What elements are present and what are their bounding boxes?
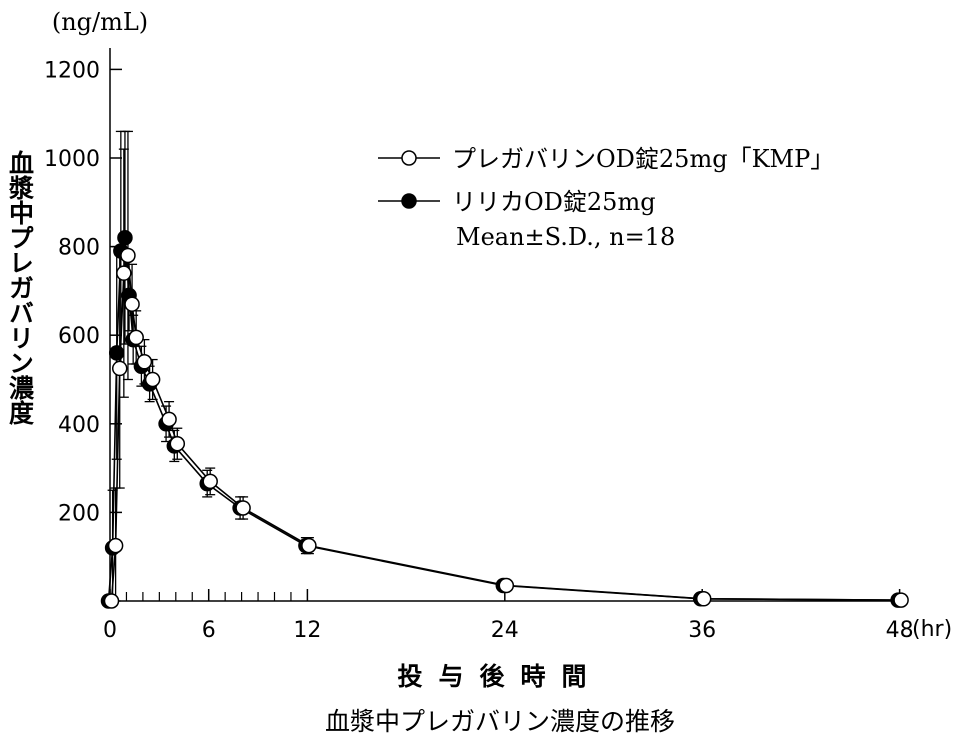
y-unit-label: (ng/mL) (52, 8, 148, 36)
y-tick-label: 400 (58, 413, 100, 438)
legend-label-series-2: リリカOD錠25mg (452, 188, 656, 216)
x-tick-label: 24 (491, 618, 519, 643)
legend-note: Mean±S.D., n=18 (456, 223, 675, 251)
data-point-open (301, 537, 317, 554)
legend-marker-filled-circle (401, 193, 417, 209)
data-point-open (128, 329, 144, 346)
data-point-open (144, 371, 161, 388)
data-points (100, 229, 909, 609)
data-point-filled (108, 345, 125, 361)
x-tick-label: 36 (688, 618, 716, 643)
x-tick-label: 12 (293, 618, 321, 643)
series-line (110, 255, 902, 602)
series-line (107, 237, 899, 602)
y-tick-label: 1200 (44, 58, 100, 83)
data-point-open (136, 354, 153, 370)
x-unit-label: (hr) (912, 617, 952, 642)
data-point-open (120, 247, 136, 264)
y-ticks: 200 400 600 800 1000 1200 (44, 58, 122, 526)
data-point-open (893, 592, 909, 608)
y-axis-title: 血漿中プレガバリン濃度 (6, 150, 36, 426)
data-point-open (103, 593, 120, 609)
y-tick-label: 1000 (44, 147, 100, 172)
y-tick-label: 800 (58, 236, 100, 261)
data-point-open (169, 435, 186, 452)
legend-marker-open-circle (401, 150, 417, 166)
data-point-open (202, 473, 218, 490)
data-point-open (116, 265, 132, 281)
x-tick-label: 0 (103, 618, 117, 643)
x-tick-label: 6 (202, 618, 216, 643)
legend: プレガバリンOD錠25mg「KMP」 リリカOD錠25mg Mean±S.D.,… (378, 145, 834, 251)
data-point-open (107, 537, 124, 554)
legend-label-series-1: プレガバリンOD錠25mg「KMP」 (452, 145, 834, 173)
data-point-open (111, 360, 128, 377)
series-lines (107, 237, 902, 602)
y-tick-label: 200 (58, 501, 100, 526)
y-tick-label: 600 (58, 324, 100, 349)
data-point-open (124, 296, 140, 312)
data-point-open (498, 577, 515, 594)
x-axis-title: 投与後時間 (397, 662, 602, 691)
data-point-open (235, 500, 251, 516)
data-point-open (695, 591, 712, 607)
data-point-filled (117, 229, 133, 246)
data-point-open (161, 411, 177, 428)
chart-title: 血漿中プレガバリン濃度の推移 (325, 707, 675, 736)
x-ticks: 0 6 12 24 36 48 (103, 589, 914, 643)
x-tick-label: 48 (886, 618, 914, 643)
